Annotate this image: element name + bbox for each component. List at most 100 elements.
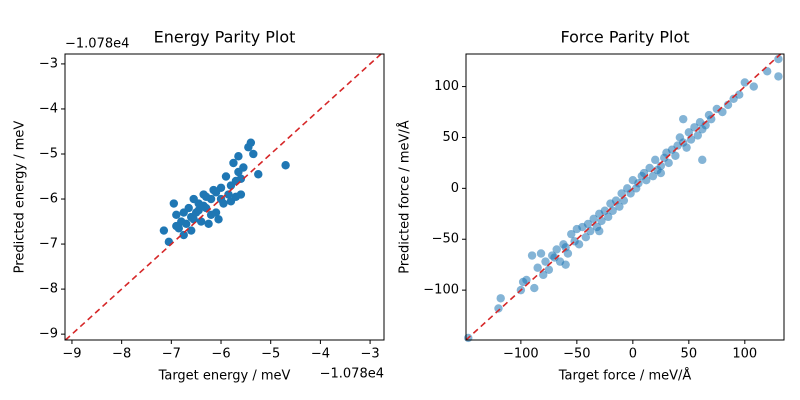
point [179,208,188,217]
y-tick-label: 50 [442,130,459,145]
point [563,249,573,258]
y-tick-label: −9 [39,327,58,342]
axes-frame [465,53,785,341]
y-axis-label: Predicted force / meV/Å [397,120,413,273]
y-tick-label: −8 [39,282,58,297]
x-tick-label: −4 [311,347,330,362]
point [214,215,223,224]
point [595,226,604,236]
point [707,114,716,124]
diagonal [465,53,782,341]
point [254,170,263,179]
point [496,294,505,303]
point [581,233,591,242]
point [671,151,680,160]
point [234,167,243,177]
point [494,304,503,313]
point [179,230,188,240]
y-tick-label: 100 [434,79,459,94]
x-tick-label: 50 [681,347,698,362]
point [679,114,688,124]
x-tick-label: −50 [563,347,590,362]
x-tick-label: −8 [112,347,131,362]
y-tick-label: −100 [423,283,459,298]
y-tick-label: −5 [39,146,58,161]
axes-frame [64,53,385,341]
point [231,192,241,201]
x-tick-label: 100 [732,347,757,362]
point [749,82,758,91]
point [172,221,181,231]
point [536,249,546,258]
point [182,219,191,228]
y-tick-label: −50 [432,232,459,247]
x-tick-label: −6 [211,347,230,362]
point [544,265,554,274]
point [530,283,539,293]
point [234,152,243,161]
point [172,210,181,219]
point [527,251,537,260]
point [226,181,236,190]
point [561,260,570,269]
point [656,168,666,178]
point [774,54,783,64]
point [648,171,658,181]
x-axis-label: Target energy / meV [158,369,291,384]
x-axis-label: Target force / meV/Å [558,368,692,384]
point [169,199,179,208]
point [281,161,290,170]
point [615,202,624,211]
point [533,263,542,272]
point [221,172,231,181]
point [249,149,258,159]
x-tick-label: −9 [62,347,81,362]
x-tick-label: 0 [629,347,637,362]
point [698,155,707,165]
y-axis-label: Predicted energy / meV [13,121,28,274]
point [567,229,576,239]
point [583,219,593,229]
y-offset-label: −1.078e4 [65,37,129,52]
point [224,190,233,199]
point [229,158,238,168]
point [189,215,198,224]
point [164,237,174,247]
point [589,214,598,224]
point [552,245,561,254]
point [693,131,702,140]
diagonal [64,53,382,341]
point [774,72,783,81]
point [735,90,744,99]
point [196,217,206,226]
point [541,257,550,266]
point [664,158,673,168]
x-tick-label: −100 [503,347,539,362]
x-tick-label: −5 [261,347,280,362]
point [206,210,216,219]
point [159,226,169,235]
chart-title: Energy Parity Plot [154,28,296,47]
x-tick-label: −7 [162,347,181,362]
point [187,226,196,235]
point [651,155,660,165]
point [236,174,246,183]
chart-title: Force Parity Plot [560,28,689,47]
y-tick-label: 0 [451,181,459,196]
point [246,138,256,147]
point [211,188,221,197]
point [619,196,629,205]
point [574,240,584,249]
point [199,201,208,210]
x-offset-label: −1.078e4 [320,367,384,382]
point [604,212,613,222]
point [682,143,691,152]
y-tick-label: −7 [39,237,58,252]
point [204,219,213,228]
x-tick-label: −3 [361,347,380,362]
y-tick-label: −3 [39,56,58,71]
point [201,192,211,201]
point [740,78,750,87]
y-tick-label: −4 [39,101,58,116]
